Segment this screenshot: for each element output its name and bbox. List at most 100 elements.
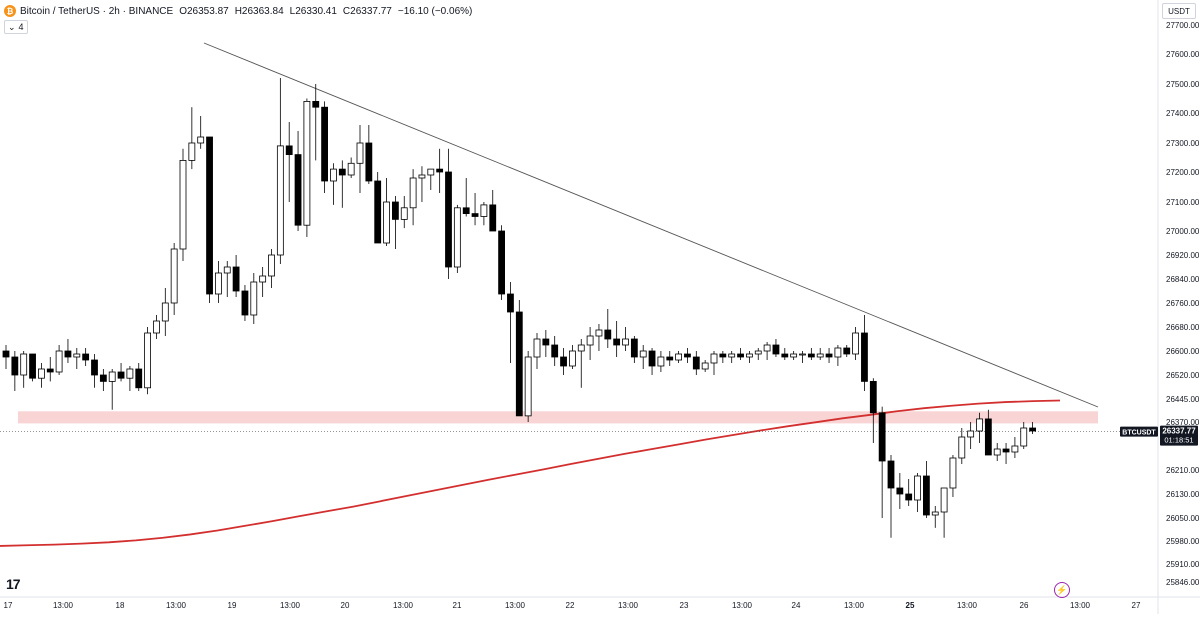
- candle-body: [887, 460, 895, 489]
- candle-body: [515, 311, 523, 417]
- candle: [303, 98, 311, 237]
- price-axis-label: 26600.00: [1166, 347, 1200, 356]
- time-axis-label: 25: [906, 601, 915, 610]
- price-axis-label: 26370.00: [1166, 418, 1200, 427]
- candle-body: [436, 168, 444, 173]
- ohlc-close: C26337.77: [342, 5, 392, 17]
- candle-body: [409, 177, 417, 209]
- candle-body: [807, 353, 815, 358]
- candle-body: [542, 338, 550, 346]
- candle-body: [763, 344, 771, 352]
- price-tag-value: 26337.77: [1162, 427, 1196, 436]
- candle: [657, 351, 665, 372]
- candle: [20, 351, 28, 388]
- candle: [223, 261, 231, 297]
- candle-body: [489, 204, 497, 232]
- price-axis-label: 26680.00: [1166, 323, 1200, 332]
- candle-body: [73, 353, 81, 358]
- candle-body: [551, 344, 559, 358]
- candle: [967, 422, 975, 449]
- candle-body: [993, 448, 1001, 456]
- indicators-toggle-button[interactable]: ⌄ 4: [4, 20, 28, 34]
- candle-body: [692, 356, 700, 370]
- time-axis-label: 22: [566, 601, 575, 610]
- candle: [772, 339, 780, 357]
- candle-body: [799, 353, 806, 356]
- candle-body: [179, 159, 187, 250]
- candle-body: [710, 353, 718, 364]
- candle: [630, 336, 638, 363]
- candle-body: [613, 338, 621, 346]
- candle-body: [356, 142, 364, 164]
- candle-body: [294, 154, 302, 226]
- candle: [976, 412, 983, 443]
- price-axis-label: 25910.00: [1166, 560, 1200, 569]
- chevron-down-icon: ⌄: [8, 21, 16, 32]
- candle-body: [321, 106, 329, 182]
- candle-body: [834, 347, 842, 358]
- candle: [462, 178, 470, 217]
- candle-body: [153, 320, 160, 334]
- candle: [294, 131, 302, 231]
- time-axis-label: 27: [1132, 601, 1141, 610]
- candle-body: [666, 356, 674, 361]
- candle-body: [852, 332, 859, 355]
- candle-body: [91, 359, 98, 376]
- price-axis-label: 26130.00: [1166, 490, 1200, 499]
- support-zone: [18, 411, 1098, 424]
- tradingview-logo[interactable]: 17: [6, 576, 21, 592]
- candle: [312, 84, 320, 161]
- candle-body: [82, 353, 90, 361]
- candle: [551, 336, 559, 366]
- price-axis-label: 25846.00: [1166, 578, 1200, 587]
- candle-body: [29, 353, 36, 379]
- candle: [268, 249, 275, 288]
- ohlc-change: −16.10 (−0.06%): [397, 5, 473, 17]
- symbol-header: ₿ Bitcoin / TetherUS · 2h · BINANCE O263…: [4, 3, 472, 19]
- candle: [391, 196, 399, 249]
- candle: [799, 351, 806, 363]
- candle: [923, 461, 930, 518]
- candle: [214, 261, 222, 303]
- candle-body: [135, 368, 143, 389]
- candle: [1011, 437, 1019, 458]
- candle-body: [816, 353, 824, 358]
- symbol-title[interactable]: Bitcoin / TetherUS · 2h · BINANCE: [20, 5, 174, 17]
- candle: [524, 351, 532, 422]
- candle: [958, 428, 966, 464]
- candle: [710, 351, 718, 375]
- price-axis-label: 27600.00: [1166, 50, 1200, 59]
- candle-body: [869, 380, 877, 414]
- candle: [613, 321, 621, 357]
- candle-body: [268, 254, 275, 277]
- lightning-icon[interactable]: ⚡: [1054, 582, 1070, 598]
- candle: [515, 300, 523, 417]
- currency-button[interactable]: USDT: [1162, 3, 1196, 19]
- candle: [383, 178, 390, 246]
- candle: [533, 333, 541, 369]
- candle-body: [259, 275, 267, 283]
- candle: [117, 363, 125, 382]
- time-axis-label: 26: [1020, 601, 1029, 610]
- candle-body: [214, 272, 222, 295]
- candle: [1029, 422, 1036, 434]
- candle-body: [754, 350, 762, 355]
- candle-body: [144, 332, 152, 389]
- candle-body: [533, 338, 541, 358]
- price-axis-label: 26920.00: [1166, 251, 1200, 260]
- candle-body: [931, 511, 939, 516]
- candle-body: [586, 335, 594, 346]
- candle: [108, 369, 116, 410]
- time-axis-label: 21: [453, 601, 462, 610]
- time-axis-label: 13:00: [732, 601, 753, 610]
- candle: [99, 369, 107, 391]
- candle-body: [312, 101, 320, 108]
- candle: [170, 243, 178, 315]
- candle-body: [20, 353, 28, 376]
- candle-body: [391, 201, 399, 220]
- candle-body: [170, 248, 178, 304]
- symbol-tag-bg: [1120, 426, 1158, 437]
- candle: [684, 348, 691, 363]
